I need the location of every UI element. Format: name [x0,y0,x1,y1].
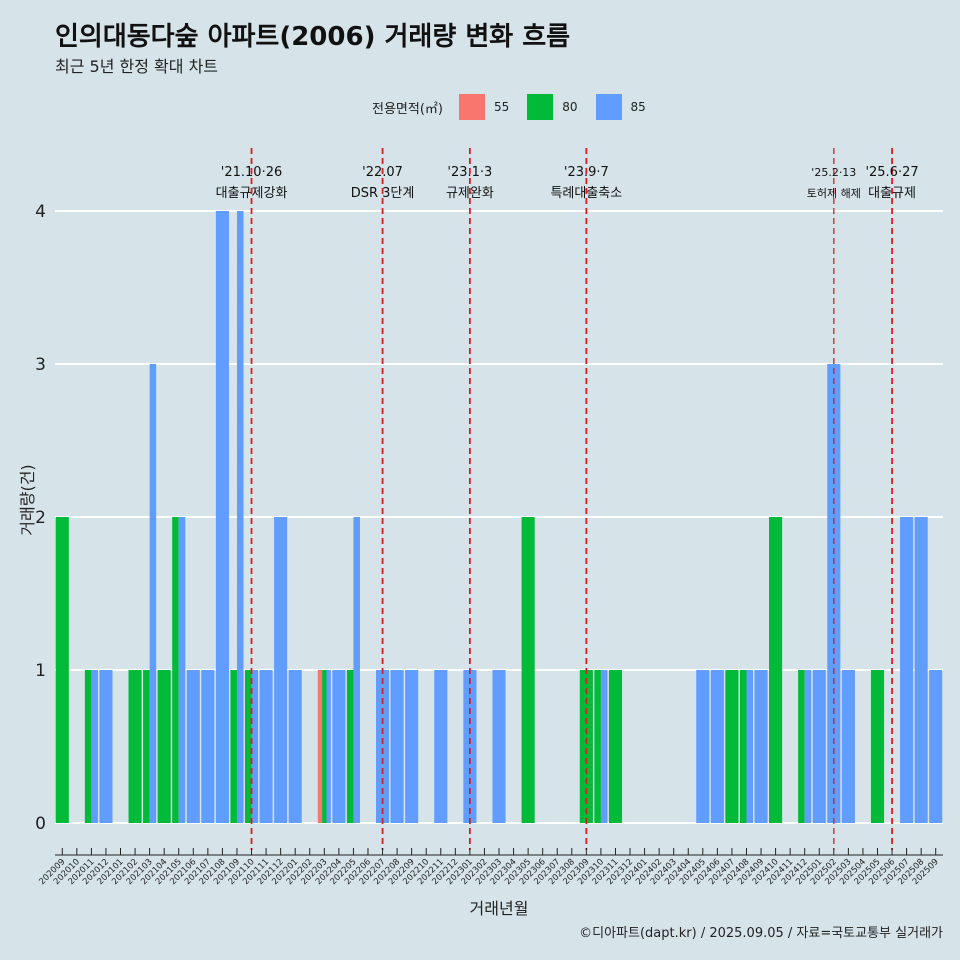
bar-202205-80 [346,670,354,823]
bar-202412-80 [798,670,805,823]
bar-202412-85 [804,670,812,823]
bar-202009-80 [55,517,69,823]
bar-202110-80 [244,670,252,823]
y-tick-label: 1 [35,661,46,681]
bar-202011-80 [84,670,92,823]
bar-202105-85 [178,517,186,823]
chart-subtitle: 최근 5년 한정 확대 차트 [55,57,219,76]
legend-key-85 [595,94,622,120]
event-label-202301: 규제완화 [446,186,494,201]
legend-key-80 [527,94,554,120]
bar-202309-80 [579,670,593,823]
bar-202507-85 [900,517,914,823]
legend: 전용면적(㎡) 55 80 85 [372,93,664,121]
event-date-202207: '22.07 [362,165,403,180]
bar-202203-55 [317,670,323,823]
bar-202208-85 [390,670,404,823]
bar-202407-80 [725,670,739,823]
bar-202408-80 [739,670,747,823]
event-date-202110: '21.10·26 [221,165,282,180]
legend-label-80: 80 [562,100,578,114]
bar-202109-80 [230,670,237,823]
bar-202111-85 [259,670,273,823]
bar-202505-80 [870,670,885,823]
bar-202410-80 [769,517,783,823]
bar-202305-80 [521,517,535,823]
bar-202108-85 [215,211,229,823]
bar-202106-85 [186,670,200,823]
event-label-202502: 토허제 해제 [807,186,861,200]
bar-202112-85 [274,517,288,823]
bar-202203-80 [322,670,327,823]
bar-202105-80 [172,517,179,823]
bar-202310-85 [600,670,608,823]
event-date-202301: '23.1·3 [447,165,492,180]
bar-202211-85 [434,670,448,823]
bar-202011-85 [91,670,98,823]
bar-202501-85 [812,670,826,823]
event-label-202309: 특례대출축소 [550,186,622,201]
y-tick-label: 0 [35,814,46,834]
y-tick-label: 4 [35,202,46,222]
y-tick-label: 2 [35,508,46,528]
bar-202102-80 [128,670,142,823]
bar-202311-80 [608,670,623,823]
bar-202012-85 [99,670,113,823]
bar-202509-85 [929,670,943,823]
bar-202107-85 [201,670,215,823]
bar-202508-85 [914,517,928,823]
event-date-202506: '25.6·27 [865,165,918,180]
bar-202303-85 [492,670,506,823]
event-label-202110: 대출규제강화 [216,186,288,201]
x-axis-title: 거래년월 [470,899,529,918]
bar-202310-80 [594,670,601,823]
bar-202209-85 [405,670,419,823]
legend-label-85: 85 [630,100,646,114]
legend-title: 전용면적(㎡) [372,101,443,117]
event-date-202502: '25.2·13 [811,166,856,179]
y-tick-label: 3 [35,355,46,375]
bar-202405-85 [696,670,710,823]
legend-label-55: 55 [493,100,510,114]
legend-key-55 [458,94,485,120]
bar-202205-85 [353,517,360,823]
bar-202406-85 [710,670,724,823]
y-axis-title: 거래량(건) [18,464,37,535]
bar-202110-85 [251,670,259,823]
chart-title: 인의대동다숲 아파트(2006) 거래량 변화 흐름 [55,22,571,52]
bar-202203-85 [326,670,331,823]
bar-202207-85 [375,670,390,823]
event-date-202309: '23.9·7 [564,165,609,180]
bar-202104-80 [157,670,171,823]
bar-202503-85 [841,670,855,823]
bar-202103-85 [149,364,157,823]
bar-202409-85 [754,670,768,823]
bar-202201-85 [288,670,302,823]
event-label-202506: 대출규제 [868,186,916,201]
source-caption: ©디아파트(dapt.kr) / 2025.09.05 / 자료=국토교통부 실… [579,926,943,941]
bar-202301-85 [463,670,477,823]
event-label-202207: DSR 3단계 [351,186,415,201]
bar-202408-85 [746,670,754,823]
bar-202109-85 [236,211,244,823]
bar-202204-85 [332,670,346,823]
bar-202103-80 [143,670,150,823]
